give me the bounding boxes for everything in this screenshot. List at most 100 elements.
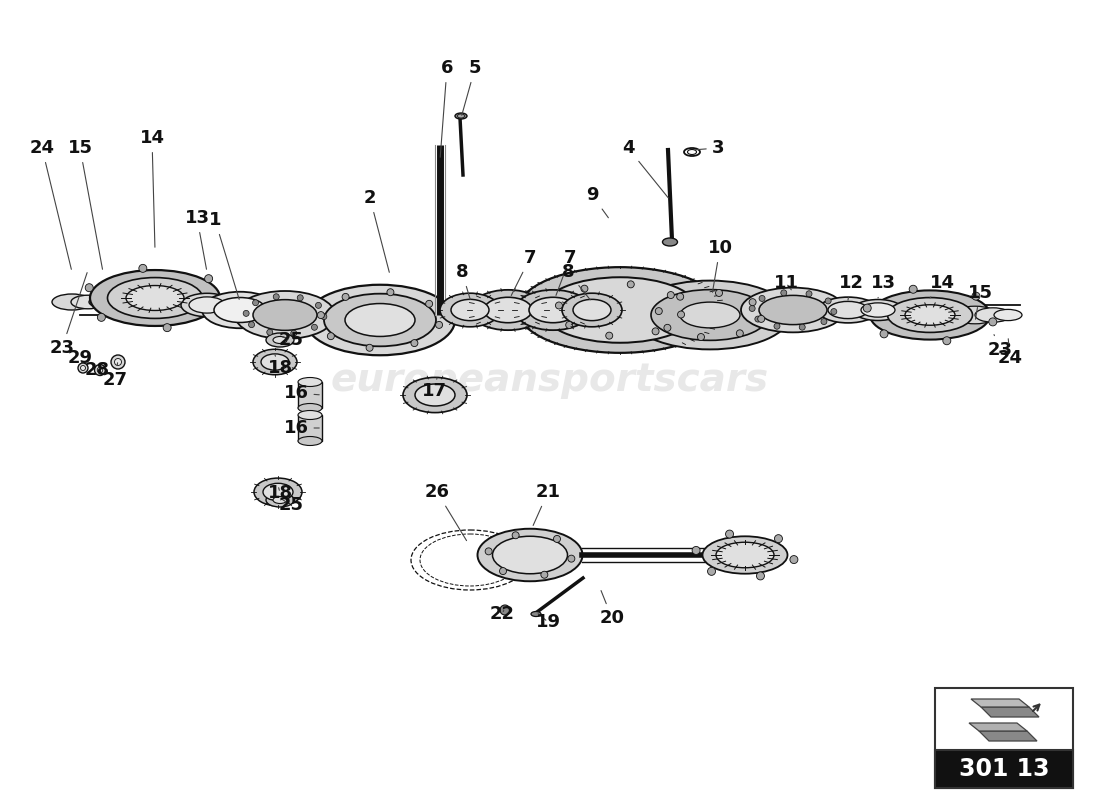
Circle shape bbox=[880, 330, 888, 338]
Circle shape bbox=[513, 532, 519, 538]
Circle shape bbox=[825, 298, 832, 304]
Circle shape bbox=[943, 337, 950, 345]
Ellipse shape bbox=[651, 290, 769, 340]
Circle shape bbox=[736, 330, 744, 337]
Circle shape bbox=[290, 330, 297, 336]
Circle shape bbox=[565, 322, 573, 329]
Ellipse shape bbox=[253, 350, 297, 374]
Text: 6: 6 bbox=[440, 59, 453, 158]
Circle shape bbox=[243, 310, 249, 316]
Circle shape bbox=[95, 365, 106, 375]
Ellipse shape bbox=[529, 298, 578, 322]
Ellipse shape bbox=[515, 290, 591, 330]
Ellipse shape bbox=[852, 299, 903, 321]
Ellipse shape bbox=[888, 298, 972, 333]
Text: 22: 22 bbox=[490, 605, 515, 623]
Ellipse shape bbox=[403, 378, 467, 413]
Circle shape bbox=[318, 312, 324, 318]
Circle shape bbox=[436, 322, 442, 328]
Ellipse shape bbox=[953, 306, 997, 324]
Ellipse shape bbox=[870, 290, 990, 339]
Ellipse shape bbox=[72, 295, 104, 309]
Circle shape bbox=[541, 571, 548, 578]
Text: 16: 16 bbox=[284, 419, 319, 437]
Ellipse shape bbox=[861, 303, 895, 317]
Circle shape bbox=[774, 534, 782, 542]
Ellipse shape bbox=[253, 300, 317, 330]
Circle shape bbox=[253, 300, 258, 306]
Ellipse shape bbox=[189, 297, 226, 313]
Ellipse shape bbox=[298, 378, 322, 386]
Circle shape bbox=[830, 309, 837, 314]
Ellipse shape bbox=[182, 294, 233, 317]
Ellipse shape bbox=[305, 285, 455, 355]
Bar bbox=[935, 688, 1072, 788]
Text: 12: 12 bbox=[838, 274, 864, 300]
Ellipse shape bbox=[273, 497, 287, 503]
Circle shape bbox=[678, 311, 684, 318]
Circle shape bbox=[757, 572, 764, 580]
Circle shape bbox=[163, 324, 172, 332]
Ellipse shape bbox=[703, 536, 788, 574]
Text: 28: 28 bbox=[85, 361, 110, 379]
Ellipse shape bbox=[716, 542, 774, 568]
Text: europeansportscars: europeansportscars bbox=[331, 361, 769, 399]
Circle shape bbox=[697, 334, 704, 341]
Circle shape bbox=[652, 328, 659, 335]
Text: 3: 3 bbox=[695, 139, 724, 157]
Circle shape bbox=[297, 294, 304, 301]
Text: 301 13: 301 13 bbox=[959, 757, 1049, 781]
Circle shape bbox=[321, 314, 327, 320]
Text: 21: 21 bbox=[534, 483, 561, 526]
Ellipse shape bbox=[455, 113, 468, 119]
Circle shape bbox=[656, 308, 662, 314]
Text: 17: 17 bbox=[421, 378, 447, 400]
Ellipse shape bbox=[273, 337, 287, 343]
Circle shape bbox=[749, 298, 756, 306]
Ellipse shape bbox=[261, 354, 289, 370]
Ellipse shape bbox=[562, 293, 622, 326]
Text: 18: 18 bbox=[267, 484, 293, 502]
Ellipse shape bbox=[994, 310, 1022, 321]
Text: 2: 2 bbox=[364, 189, 389, 272]
Circle shape bbox=[273, 294, 279, 300]
Ellipse shape bbox=[477, 529, 583, 582]
Circle shape bbox=[692, 546, 700, 554]
Circle shape bbox=[205, 274, 212, 282]
Ellipse shape bbox=[415, 384, 455, 406]
Circle shape bbox=[556, 302, 562, 309]
Circle shape bbox=[499, 567, 506, 574]
Ellipse shape bbox=[905, 305, 955, 326]
Polygon shape bbox=[969, 723, 1027, 731]
Circle shape bbox=[864, 304, 871, 312]
Circle shape bbox=[387, 289, 394, 296]
Text: 25: 25 bbox=[278, 496, 304, 514]
Text: 4: 4 bbox=[621, 139, 669, 198]
Circle shape bbox=[311, 324, 318, 330]
Text: 11: 11 bbox=[773, 274, 799, 292]
Ellipse shape bbox=[759, 295, 827, 325]
Circle shape bbox=[726, 530, 734, 538]
Ellipse shape bbox=[90, 270, 220, 326]
Ellipse shape bbox=[531, 611, 541, 617]
Circle shape bbox=[485, 548, 492, 555]
Text: 10: 10 bbox=[707, 239, 733, 292]
Text: 27: 27 bbox=[102, 362, 128, 389]
Text: 8: 8 bbox=[562, 263, 591, 300]
Text: 19: 19 bbox=[536, 613, 561, 631]
Ellipse shape bbox=[470, 290, 546, 330]
Ellipse shape bbox=[298, 410, 322, 419]
Bar bbox=[298, 382, 322, 408]
Circle shape bbox=[972, 292, 980, 300]
Ellipse shape bbox=[52, 294, 92, 310]
Ellipse shape bbox=[263, 483, 293, 501]
Text: 25: 25 bbox=[278, 331, 304, 349]
Circle shape bbox=[98, 314, 106, 322]
Ellipse shape bbox=[298, 403, 322, 413]
Text: 23: 23 bbox=[988, 334, 1012, 359]
Text: 7: 7 bbox=[556, 249, 576, 295]
Text: 26: 26 bbox=[425, 483, 466, 541]
Circle shape bbox=[80, 366, 86, 370]
Circle shape bbox=[553, 535, 561, 542]
Ellipse shape bbox=[254, 478, 303, 506]
